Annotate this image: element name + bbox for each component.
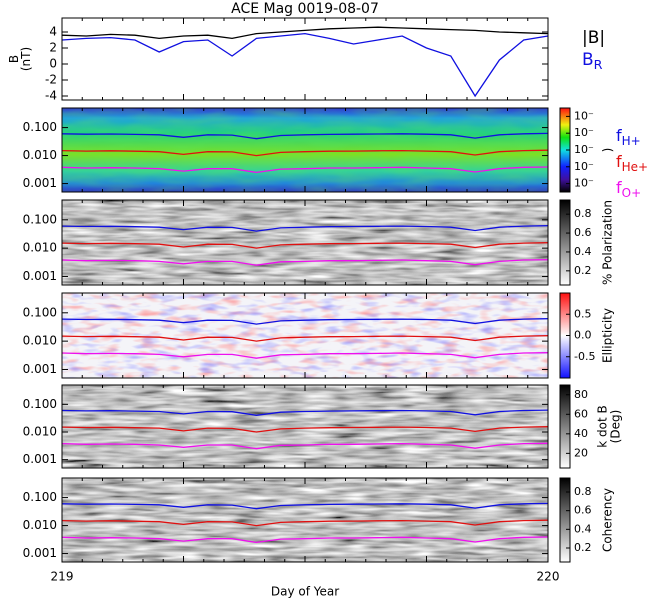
data-line bbox=[61, 149, 549, 157]
colorbar-tick-label: -0.5 bbox=[574, 350, 595, 363]
data-line bbox=[61, 32, 549, 98]
legend-name: B bbox=[582, 50, 594, 70]
y-tick-label: 0.010 bbox=[23, 241, 57, 255]
colorbar-tick-label: 20 bbox=[574, 446, 588, 459]
data-line bbox=[61, 318, 549, 325]
colorbar-tick-label: 10⁻ bbox=[574, 177, 594, 190]
data-line bbox=[61, 352, 549, 359]
data-line bbox=[61, 242, 549, 249]
legend-name: f bbox=[616, 126, 622, 145]
x-tick-label: 220 bbox=[537, 570, 560, 584]
y-tick-label: 0 bbox=[49, 57, 57, 71]
legend-subscript: O+ bbox=[622, 186, 642, 200]
colorbar-label: % Polarization bbox=[601, 200, 615, 285]
colorbar-tick-label: 0.8 bbox=[574, 485, 592, 498]
y-tick-label: -4 bbox=[45, 89, 57, 103]
y-tick-label: 0.100 bbox=[23, 120, 57, 134]
y-tick-label: 0.001 bbox=[23, 362, 57, 376]
y-tick-label: 0.100 bbox=[23, 212, 57, 226]
y-tick-label: 0.010 bbox=[23, 148, 57, 162]
data-line bbox=[61, 26, 549, 40]
spectrogram-texture bbox=[62, 108, 548, 192]
x-axis-label: Day of Year bbox=[271, 585, 339, 599]
data-line bbox=[61, 225, 549, 232]
colorbar-tick-label: 10⁻ bbox=[574, 126, 594, 139]
data-line bbox=[61, 442, 549, 450]
y-tick-label: 0.010 bbox=[23, 425, 57, 439]
y-tick-label: 4 bbox=[49, 25, 57, 39]
colorbar-tick-label: 0.2 bbox=[574, 541, 592, 554]
data-line bbox=[61, 132, 549, 140]
colorbar bbox=[559, 477, 571, 563]
y-tick-label: 0.001 bbox=[23, 176, 57, 190]
y-tick-label: 0.100 bbox=[23, 397, 57, 411]
legend-entry: fO+ bbox=[616, 178, 641, 200]
legend-name: f bbox=[616, 152, 622, 171]
colorbar bbox=[559, 384, 571, 469]
spectrogram-texture bbox=[62, 293, 548, 378]
colorbar-tick-label: 40 bbox=[574, 427, 588, 440]
spectrogram-texture bbox=[62, 385, 548, 468]
colorbar-tick-label: 0.4 bbox=[574, 245, 592, 258]
y-tick-label: 0.010 bbox=[23, 518, 57, 532]
legend-subscript: R bbox=[594, 58, 603, 73]
colorbar-label: k dot B bbox=[596, 405, 610, 447]
data-line bbox=[61, 426, 549, 433]
y-tick-label: 0.001 bbox=[23, 269, 57, 283]
colorbar-tick-label: 0.6 bbox=[574, 504, 592, 517]
colorbar-tick-label: 10⁻ bbox=[574, 160, 594, 173]
y-tick-label: 0.001 bbox=[23, 546, 57, 560]
colorbar-label: ) bbox=[601, 148, 615, 153]
y-tick-label: 0.001 bbox=[23, 452, 57, 466]
y-tick-label: 2 bbox=[49, 41, 57, 55]
colorbar-tick-label: 80 bbox=[574, 388, 588, 401]
y-axis-label: B(nT) bbox=[7, 47, 33, 71]
colorbar-tick-label: 0.8 bbox=[574, 207, 592, 220]
colorbar-label: Ellipticity bbox=[601, 308, 615, 363]
legend-entry: fH+ bbox=[616, 126, 641, 148]
colorbar-tick-label: 0.5 bbox=[574, 307, 592, 320]
data-line bbox=[61, 335, 549, 342]
chart-title: ACE Mag 0019-08-07 bbox=[231, 1, 379, 17]
x-tick-label: 219 bbox=[51, 570, 74, 584]
y-tick-label: 0.010 bbox=[23, 334, 57, 348]
spectrogram-texture bbox=[62, 478, 548, 562]
colorbar-tick-label: 10⁻ bbox=[574, 143, 594, 156]
colorbar-unit: (Deg) bbox=[609, 410, 623, 444]
legend-entry: |B| bbox=[582, 28, 605, 48]
legend-entry: BR bbox=[582, 50, 603, 73]
y-tick-label: -2 bbox=[45, 73, 57, 87]
data-line bbox=[61, 502, 549, 510]
legend-entry: fHe+ bbox=[616, 152, 648, 174]
legend-name: f bbox=[616, 178, 622, 197]
colorbar-tick-label: 0.2 bbox=[574, 264, 592, 277]
colorbar-tick-label: 0.4 bbox=[574, 522, 592, 535]
spectrogram-texture bbox=[62, 200, 548, 285]
colorbar bbox=[559, 199, 571, 286]
colorbar-tick-label: 0.6 bbox=[574, 226, 592, 239]
colorbar-tick-label: 0.0 bbox=[574, 329, 592, 342]
data-line bbox=[61, 166, 549, 174]
colorbar-label: Coherency bbox=[601, 488, 615, 552]
legend-subscript: H+ bbox=[622, 134, 641, 148]
colorbar-tick-label: 10⁻ bbox=[574, 109, 594, 122]
data-line bbox=[61, 536, 549, 544]
y-axis-name: B bbox=[7, 55, 21, 63]
legend-subscript: He+ bbox=[622, 160, 648, 174]
data-line bbox=[61, 259, 549, 266]
data-line bbox=[61, 409, 549, 416]
data-line bbox=[61, 519, 549, 527]
y-tick-label: 0.100 bbox=[23, 305, 57, 319]
y-tick-label: 0.100 bbox=[23, 490, 57, 504]
colorbar-tick-label: 60 bbox=[574, 407, 588, 420]
y-axis-unit: (nT) bbox=[19, 47, 33, 71]
